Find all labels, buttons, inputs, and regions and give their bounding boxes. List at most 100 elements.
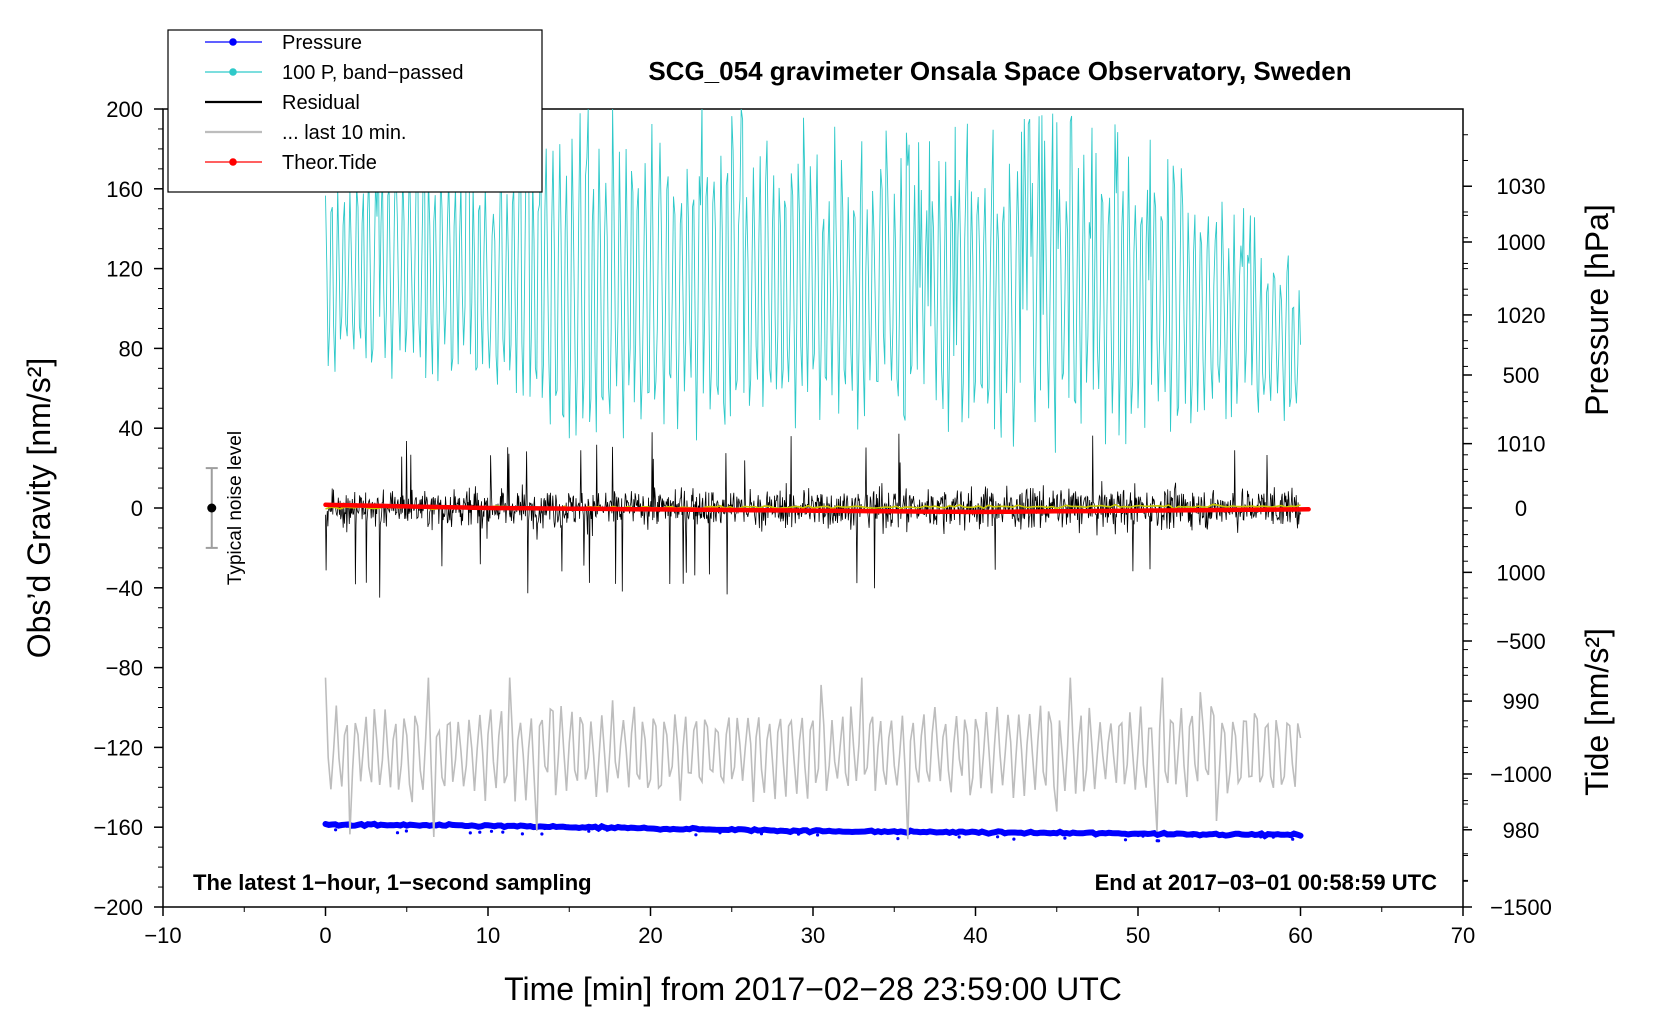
y-tick-label-left: −80: [106, 656, 143, 681]
pressure-point: [1259, 835, 1263, 839]
pressure-tick-label: 1030: [1497, 174, 1546, 199]
y-tick-label-left: −160: [93, 815, 143, 840]
legend-marker: [229, 38, 237, 46]
x-tick-label: 70: [1451, 923, 1475, 948]
pressure-point: [478, 830, 482, 834]
y-axis-title-pressure: Pressure [hPa]: [1579, 204, 1615, 416]
pressure-point: [598, 826, 602, 830]
pressure-point: [1012, 837, 1016, 841]
y-tick-label-left: 80: [119, 336, 143, 361]
legend-entry: 100 P, band−passed: [205, 62, 463, 84]
pressure-point: [1141, 834, 1145, 838]
y-tick-label-left: 120: [106, 257, 143, 282]
pressure-point: [960, 830, 964, 834]
x-tick-label: 40: [963, 923, 987, 948]
legend-marker: [229, 158, 237, 166]
pressure-point: [694, 833, 698, 837]
pressure-point: [334, 828, 338, 832]
pressure-point: [1123, 838, 1128, 842]
y-axis-title-tide: Tide [nm/s²]: [1579, 628, 1615, 796]
noise-center-dot: [207, 503, 217, 513]
x-tick-label: 10: [476, 923, 500, 948]
pressure-point: [996, 835, 1000, 839]
pressure-tick-label: 980: [1503, 818, 1540, 843]
pressure-point: [896, 837, 900, 841]
x-tick-label: 50: [1126, 923, 1150, 948]
y-tick-label-left: −200: [93, 895, 143, 920]
theoretical-tide-line: [323, 502, 1311, 515]
pressure-point: [605, 828, 609, 832]
pressure-point: [796, 832, 801, 836]
pressure-point: [468, 831, 472, 835]
bandpassed-pressure-line: [325, 109, 1301, 453]
y-tick-label-left: 200: [106, 97, 143, 122]
pressure-point: [1271, 835, 1275, 839]
residual-line: [325, 432, 1301, 598]
x-tick-label: 60: [1288, 923, 1312, 948]
x-axis-title: Time [min] from 2017−02−28 23:59:00 UTC: [504, 971, 1122, 1007]
annotation-end-time: End at 2017−03−01 00:58:59 UTC: [1095, 870, 1438, 895]
pressure-point: [1157, 839, 1161, 843]
pressure-point: [489, 829, 494, 833]
x-tick-label: −10: [144, 923, 181, 948]
noise-indicator: Typical noise level: [205, 431, 246, 585]
pressure-point: [1291, 837, 1295, 841]
axes-layer: −10 0 10 20 30 40 50 60 70−200−160−120−80−400408…: [93, 97, 1551, 948]
pressure-point: [1217, 833, 1221, 837]
pressure-point: [404, 829, 408, 833]
x-tick-label: 30: [801, 923, 825, 948]
pressure-point: [1136, 833, 1140, 838]
pressure-tick-label: 1010: [1497, 432, 1546, 457]
legend-marker: [229, 68, 237, 76]
tide-tick-label: 500: [1503, 363, 1540, 388]
pressure-point: [395, 831, 400, 835]
tide-tick-label: 1000: [1497, 230, 1546, 255]
series-layer: [322, 109, 1311, 843]
y-tick-label-left: 0: [131, 496, 143, 521]
pressure-point: [1063, 836, 1067, 840]
legend-entry: ... last 10 min.: [205, 122, 407, 144]
x-tick-label: 20: [638, 923, 662, 948]
noise-label: Typical noise level: [225, 431, 246, 585]
tide-tick-label: −1500: [1490, 895, 1552, 920]
pressure-tick-label: 990: [1503, 689, 1540, 714]
pressure-tick-label: 1020: [1497, 303, 1546, 328]
legend: Pressure 100 P, band−passed Residual ... la…: [167, 29, 543, 193]
legend-label: Residual: [282, 92, 360, 114]
pressure-point: [345, 824, 349, 828]
pressure-point: [540, 832, 544, 836]
y-tick-label-left: −120: [93, 735, 143, 760]
legend-label: ... last 10 min.: [282, 122, 407, 144]
annotation-sampling: The latest 1−hour, 1−second sampling: [193, 870, 592, 895]
legend-label: Theor.Tide: [282, 152, 377, 174]
pressure-point: [501, 830, 505, 834]
last-10-min-line: [324, 677, 1302, 840]
legend-entry: Pressure: [205, 32, 362, 54]
legend-entry: Theor.Tide: [205, 152, 377, 174]
pressure-point: [759, 832, 764, 836]
y-tick-label-left: 160: [106, 177, 143, 202]
pressure-point: [816, 833, 820, 837]
legend-entry: Residual: [205, 92, 360, 114]
pressure-point: [957, 835, 961, 839]
pressure-line: [322, 820, 1304, 840]
tide-tick-label: −500: [1496, 629, 1546, 654]
chart-title: SCG_054 gravimeter Onsala Space Observat…: [648, 56, 1351, 86]
pressure-point: [546, 825, 550, 829]
legend-box: [167, 29, 543, 193]
x-tick-label: 0: [319, 923, 331, 948]
pressure-point: [564, 825, 568, 830]
pressure-point: [543, 826, 547, 831]
pressure-point: [1190, 834, 1194, 838]
pressure-point: [520, 832, 525, 836]
tide-tick-label: 0: [1515, 496, 1527, 521]
pressure-tick-label: 1000: [1497, 560, 1546, 585]
y-tick-label-left: 40: [119, 416, 143, 441]
pressure-point: [451, 824, 455, 828]
legend-label: 100 P, band−passed: [282, 62, 463, 84]
pressure-point: [1097, 832, 1101, 836]
legend-label: Pressure: [282, 32, 362, 54]
y-axis-title-left: Obs’d Gravity [nm/s²]: [21, 358, 57, 659]
pressure-point: [587, 829, 591, 833]
